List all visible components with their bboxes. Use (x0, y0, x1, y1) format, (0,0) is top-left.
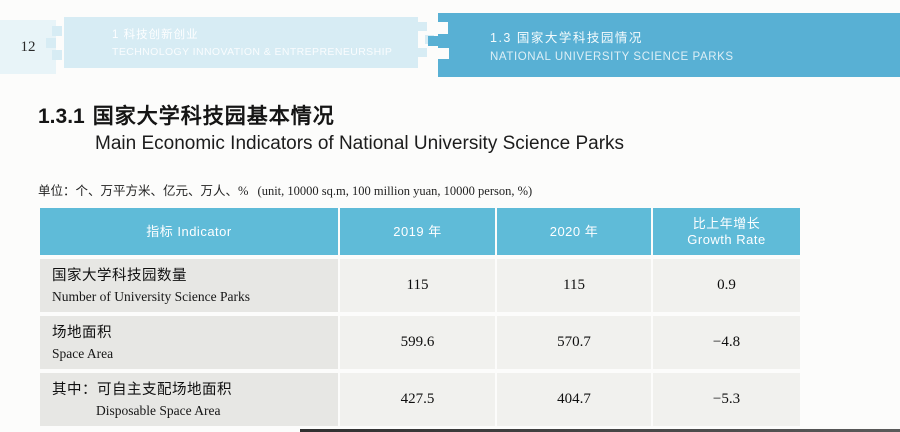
cell-2019: 427.5 (338, 373, 495, 426)
row-label: 场地面积 Space Area (40, 316, 338, 369)
section-banner: 1.3 国家大学科技园情况 NATIONAL UNIVERSITY SCIENC… (438, 13, 900, 77)
cell-2020: 404.7 (495, 373, 651, 426)
section-banner-title-zh: 1.3 国家大学科技园情况 (490, 31, 643, 45)
chapter-banner-title-zh: 1 科技创新创业 (112, 29, 199, 41)
units-note: 单位：个、万平方米、亿元、万人、% (unit, 10000 sq.m, 100… (38, 180, 532, 199)
cell-growth: −4.8 (651, 316, 800, 369)
cell-2019: 115 (338, 259, 495, 312)
row-label-en: Number of University Science Parks (52, 289, 250, 304)
section-title: 1.3.1 国家大学科技园基本情况 (38, 100, 335, 130)
row-label-zh: 国家大学科技园数量 (52, 268, 187, 284)
page-number: 12 (20, 38, 36, 55)
row-label-en: Space Area (52, 346, 114, 361)
section-title-en: Main Economic Indicators of National Uni… (95, 133, 625, 154)
puzzle-notch (438, 48, 449, 59)
puzzle-notch (52, 26, 62, 36)
puzzle-notch (418, 48, 427, 57)
row-label: 其中：可自主支配场地面积 Disposable Space Area (40, 373, 338, 426)
column-header-indicator: 指标 Indicator (40, 208, 338, 255)
table-row: 其中：可自主支配场地面积 Disposable Space Area 427.5… (40, 373, 800, 426)
units-note-zh: 单位：个、万平方米、亿元、万人、% (38, 184, 249, 198)
table-header-row: 指标 Indicator 2019 年 2020 年 比上年增长 Growth … (40, 208, 800, 255)
puzzle-notch (438, 22, 448, 34)
chapter-banner: 1 科技创新创业 TECHNOLOGY INNOVATION & ENTREPR… (64, 17, 418, 68)
column-header-2019: 2019 年 (338, 208, 495, 255)
puzzle-notch (428, 36, 438, 46)
puzzle-notch (46, 38, 56, 48)
column-header-2020: 2020 年 (495, 208, 651, 255)
section-title-zh: 国家大学科技园基本情况 (92, 105, 335, 128)
chapter-banner-title-en: TECHNOLOGY INNOVATION & ENTREPRENEURSHIP (112, 46, 393, 58)
section-banner-title-en: NATIONAL UNIVERSITY SCIENCE PARKS (490, 51, 734, 63)
row-label-zh: 其中：可自主支配场地面积 (52, 382, 232, 398)
cell-growth: 0.9 (651, 259, 800, 312)
cell-2020: 115 (495, 259, 651, 312)
row-label-zh: 场地面积 (52, 325, 112, 341)
table-row: 国家大学科技园数量 Number of University Science P… (40, 259, 800, 312)
row-label-en: Disposable Space Area (96, 403, 221, 418)
puzzle-notch (418, 22, 427, 31)
indicators-table: 指标 Indicator 2019 年 2020 年 比上年增长 Growth … (40, 208, 800, 430)
column-header-growth-zh: 比上年增长 (692, 215, 761, 231)
cell-2019: 599.6 (338, 316, 495, 369)
cell-2020: 570.7 (495, 316, 651, 369)
row-label: 国家大学科技园数量 Number of University Science P… (40, 259, 338, 312)
cell-growth: −5.3 (651, 373, 800, 426)
column-header-growth-en: Growth Rate (687, 231, 766, 247)
scan-page-edge (300, 429, 900, 432)
section-number: 1.3.1 (38, 105, 85, 128)
column-header-growth: 比上年增长 Growth Rate (651, 208, 800, 255)
units-note-en: (unit, 10000 sq.m, 100 million yuan, 100… (257, 184, 533, 198)
puzzle-notch (52, 50, 62, 60)
table-row: 场地面积 Space Area 599.6 570.7 −4.8 (40, 316, 800, 369)
